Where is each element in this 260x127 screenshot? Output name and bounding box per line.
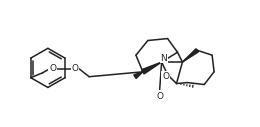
Text: N: N — [160, 54, 167, 63]
Text: O: O — [49, 64, 56, 73]
Text: O: O — [156, 92, 163, 101]
Polygon shape — [183, 49, 198, 62]
Polygon shape — [142, 62, 162, 74]
Text: O: O — [72, 64, 79, 73]
Polygon shape — [134, 72, 143, 78]
Text: O: O — [162, 72, 169, 81]
